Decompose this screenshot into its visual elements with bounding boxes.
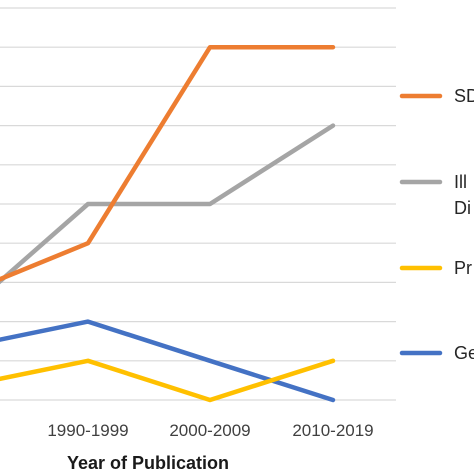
legend-label: Di <box>454 198 471 218</box>
series-line-sd <box>0 44 336 282</box>
x-tick-label: 1990-1999 <box>47 421 128 440</box>
legend: SD Ill Di Pr Ge <box>399 86 474 363</box>
legend-label: Ge <box>454 343 474 363</box>
series-lines <box>0 44 336 403</box>
x-tick-label: 2010-2019 <box>292 421 373 440</box>
legend-label: Ill <box>454 172 467 192</box>
legend-label: Pr <box>454 258 472 278</box>
legend-label: SD <box>454 86 474 106</box>
x-tick-label: 2000-2009 <box>169 421 250 440</box>
x-axis-title: Year of Publication <box>67 453 229 473</box>
series-line-ill-di <box>0 123 336 285</box>
series-line-pr <box>0 358 336 403</box>
